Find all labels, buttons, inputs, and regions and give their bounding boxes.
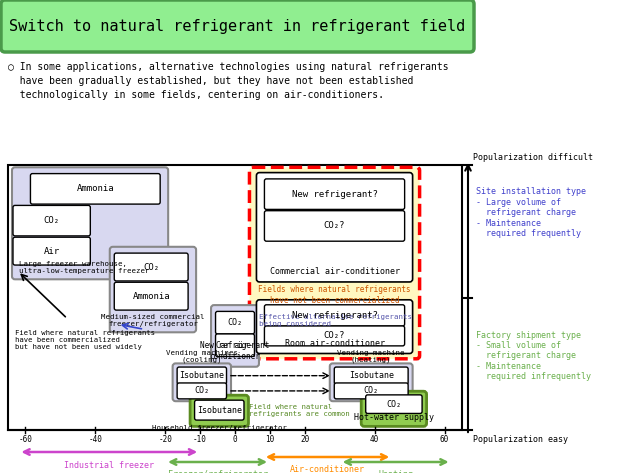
FancyBboxPatch shape [110,247,196,333]
Text: 60: 60 [440,435,449,444]
Text: -20: -20 [158,435,172,444]
Text: Freezer/refrigerator: Freezer/refrigerator [168,470,268,473]
Text: CO₂: CO₂ [143,263,159,272]
FancyBboxPatch shape [330,363,413,401]
FancyBboxPatch shape [13,205,90,236]
Text: 0: 0 [233,435,237,444]
FancyBboxPatch shape [334,367,408,384]
Text: -60: -60 [19,435,33,444]
Text: Medium-sized commercial
freezer/refrigerator: Medium-sized commercial freezer/refriger… [101,314,205,327]
Text: Large freezer warehouse,
ultra-low-temperature freezer: Large freezer warehouse, ultra-low-tempe… [19,261,150,274]
FancyBboxPatch shape [12,167,168,279]
FancyBboxPatch shape [334,383,408,399]
Text: New refrigerant?: New refrigerant? [292,190,378,199]
FancyBboxPatch shape [264,210,404,241]
FancyBboxPatch shape [250,167,420,359]
Text: CO₂?: CO₂? [324,221,346,230]
Text: Room air-conditioner: Room air-conditioner [285,339,385,348]
Text: CO₂: CO₂ [195,386,209,395]
Text: Fields where natural refrigerants
have not been commercialized: Fields where natural refrigerants have n… [258,285,411,305]
FancyBboxPatch shape [31,174,160,204]
FancyBboxPatch shape [216,334,255,357]
Bar [8,165,462,430]
Text: -10: -10 [193,435,207,444]
Text: New refrigerant?: New refrigerant? [292,311,378,320]
Text: ○ In some applications, alternative technologies using natural refrigerants: ○ In some applications, alternative tech… [8,62,449,72]
Text: -40: -40 [88,435,102,444]
Text: New refrigerant: New refrigerant [200,341,269,350]
FancyBboxPatch shape [264,305,404,326]
Text: Air-conditioner
(substitution difficult): Air-conditioner (substitution difficult) [268,465,388,473]
Text: 40: 40 [370,435,380,444]
Text: Isobutane: Isobutane [349,371,394,380]
FancyBboxPatch shape [115,282,188,310]
Text: Isobutane: Isobutane [196,406,242,415]
Text: Industrial freezer: Industrial freezer [64,461,154,470]
FancyBboxPatch shape [1,0,474,52]
FancyBboxPatch shape [195,400,244,420]
Text: CO₂: CO₂ [387,400,401,409]
FancyBboxPatch shape [177,367,227,384]
Text: Factory shipment type
- Small volume of
  refrigerant charge
- Maintenance
  req: Factory shipment type - Small volume of … [476,331,591,381]
FancyBboxPatch shape [365,395,422,413]
FancyBboxPatch shape [13,237,90,265]
Text: CO₂: CO₂ [227,318,243,327]
Text: Air: Air [44,246,60,255]
Text: CO₂: CO₂ [364,386,379,395]
Text: CO₂: CO₂ [44,216,60,225]
FancyBboxPatch shape [264,326,404,346]
FancyBboxPatch shape [173,363,231,401]
Text: Site installation type
- Large volume of
  refrigerant charge
- Maintenance
  re: Site installation type - Large volume of… [476,187,586,238]
Text: Popularization easy: Popularization easy [473,435,568,444]
FancyBboxPatch shape [177,383,227,399]
Text: Vending machine
(heating): Vending machine (heating) [337,350,405,363]
FancyBboxPatch shape [216,311,255,334]
Text: Vending machines
(cooling): Vending machines (cooling) [166,350,238,363]
Text: Isobutane: Isobutane [179,371,225,380]
FancyBboxPatch shape [257,300,413,353]
Text: Commercial air-conditioner: Commercial air-conditioner [269,267,399,276]
Text: Hot-water supply: Hot-water supply [354,413,434,422]
Text: technologically in some fields, centering on air-conditioners.: technologically in some fields, centerin… [8,90,384,100]
Text: Ammonia: Ammonia [132,292,170,301]
Text: 10: 10 [266,435,275,444]
Text: Effective alternative refrigerants
being considered: Effective alternative refrigerants being… [259,314,412,326]
Text: Heating: Heating [378,470,413,473]
FancyBboxPatch shape [115,253,188,281]
FancyBboxPatch shape [257,173,413,282]
Text: 20: 20 [300,435,310,444]
Text: Switch to natural refrigerant in refrigerant field: Switch to natural refrigerant in refrige… [9,18,465,34]
Text: CO₂?: CO₂? [324,332,346,341]
FancyBboxPatch shape [361,391,427,426]
FancyBboxPatch shape [264,179,404,210]
Text: Household freezer/refrigerator: Household freezer/refrigerator [152,425,287,431]
Text: Car air-
conditioner: Car air- conditioner [209,342,260,361]
FancyBboxPatch shape [190,395,248,426]
Text: have been gradually established, but they have not been established: have been gradually established, but the… [8,76,413,86]
FancyBboxPatch shape [211,305,259,367]
Text: Field where natural
refrigerants are common: Field where natural refrigerants are com… [249,403,349,417]
Text: Field where natural refrigerants
have been commercialized
but have not been used: Field where natural refrigerants have be… [15,330,155,350]
Text: Popularization difficult: Popularization difficult [473,153,593,162]
Text: Ammonia: Ammonia [77,184,114,193]
